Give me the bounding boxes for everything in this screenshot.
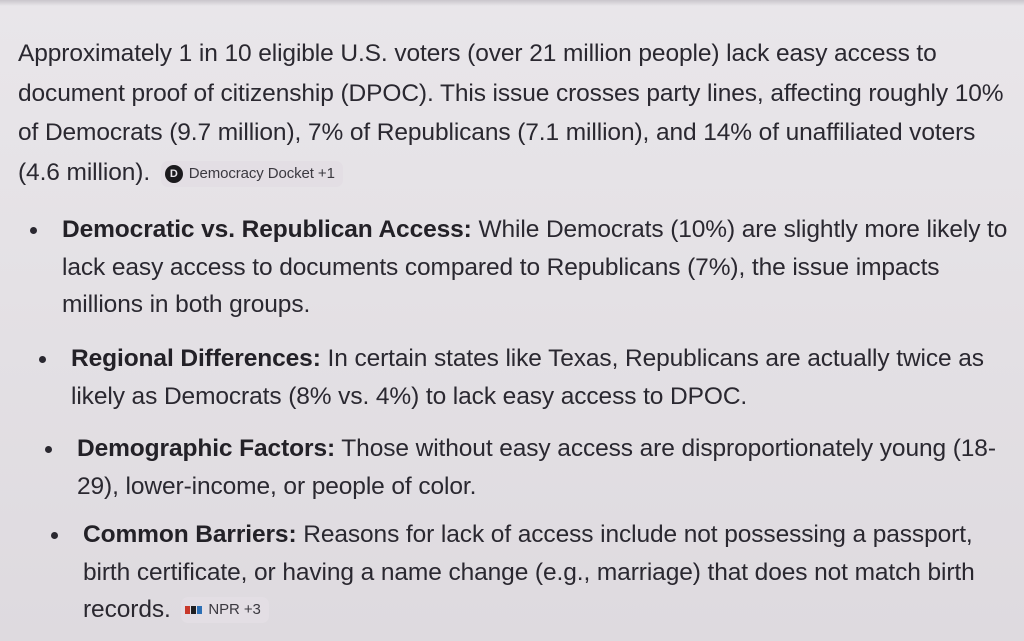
list-item-title: Common Barriers:: [83, 521, 297, 548]
list-item-text: While Democrats (10%) are slightly more …: [62, 216, 1008, 318]
bullet-dot-icon: [45, 446, 52, 453]
source-chip-label: NPR +3: [208, 601, 261, 618]
list-item: Common Barriers: Reasons for lack of acc…: [51, 516, 1013, 629]
top-edge: [0, 0, 1024, 6]
source-chip-npr[interactable]: NPR +3: [181, 597, 269, 623]
intro-paragraph: Approximately 1 in 10 eligible U.S. vote…: [18, 34, 1018, 192]
npr-logo-icon: [185, 606, 203, 614]
list-item: Democratic vs. Republican Access: While …: [30, 211, 1012, 324]
source-chip-label: Democracy Docket +1: [188, 164, 335, 182]
bullet-dot-icon: [30, 227, 37, 234]
list-item-title: Regional Differences:: [71, 345, 321, 372]
list-item-text: Those without easy access are disproport…: [77, 435, 996, 500]
bullet-dot-icon: [51, 532, 58, 539]
democracy-docket-logo-icon: D: [164, 164, 183, 183]
list-item: Regional Differences: In certain states …: [39, 340, 1011, 415]
list-item-title: Democratic vs. Republican Access:: [62, 216, 472, 243]
list-item: Demographic Factors: Those without easy …: [45, 430, 1012, 505]
bullet-dot-icon: [39, 356, 46, 363]
list-item-title: Demographic Factors:: [77, 435, 336, 462]
list-item-text: In certain states like Texas, Republican…: [71, 345, 984, 410]
list-item-text: Reasons for lack of access include not p…: [83, 521, 975, 623]
source-chip-democracy-docket[interactable]: D Democracy Docket +1: [160, 160, 343, 187]
intro-text: Approximately 1 in 10 eligible U.S. vote…: [18, 40, 1004, 186]
